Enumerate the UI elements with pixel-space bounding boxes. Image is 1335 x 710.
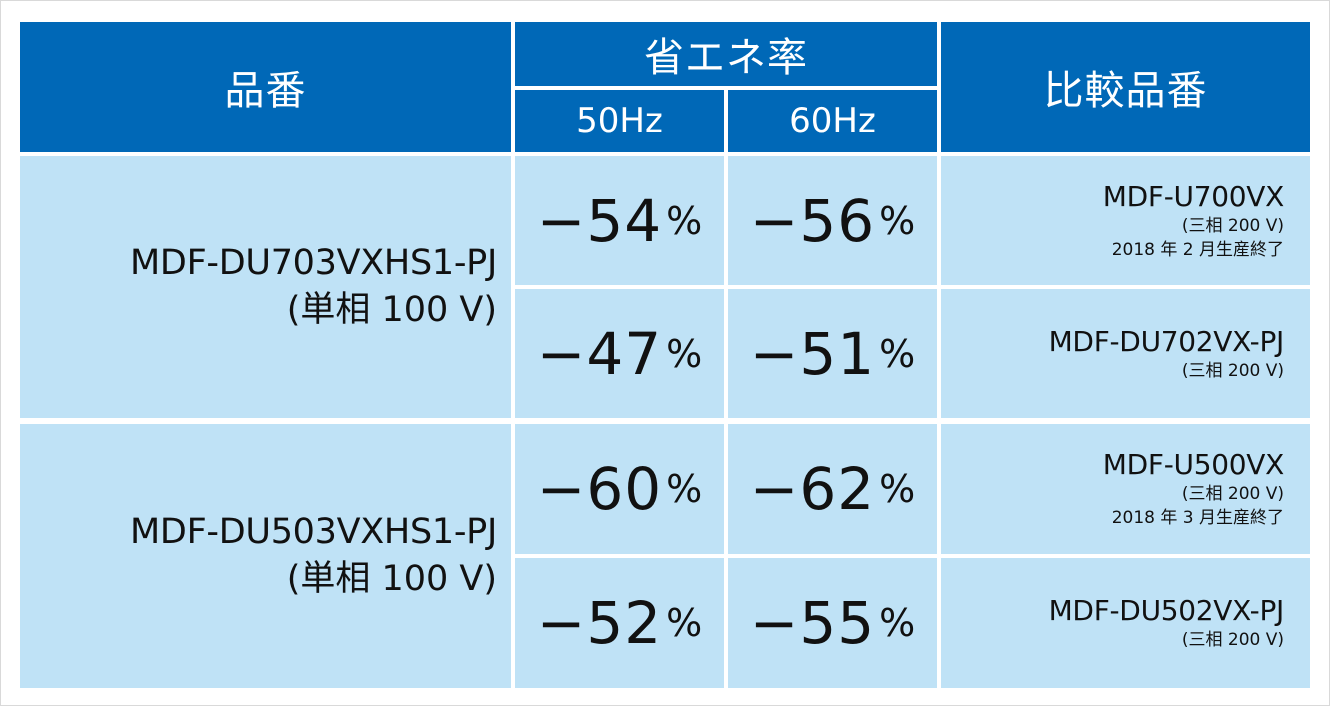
product-name: MDF-DU703VXHS1-PJ: [130, 243, 497, 283]
compare-cell: MDF-DU702VX-PJ (三相 200 V): [941, 289, 1310, 418]
compare-name: MDF-DU502VX-PJ: [1048, 594, 1285, 627]
rate-60hz-cell: −51%: [728, 289, 937, 418]
compare-name: MDF-U700VX: [1102, 179, 1285, 213]
rate-60hz-cell: −55%: [728, 558, 937, 688]
rate-unit: %: [666, 331, 703, 376]
header-50hz: 50Hz: [515, 90, 724, 152]
product-name: MDF-DU503VXHS1-PJ: [130, 512, 497, 552]
rate-value: −56: [749, 186, 876, 255]
rate-unit: %: [879, 467, 916, 511]
compare-note: 2018 年 2 月生産終了: [1111, 239, 1284, 260]
rate-unit: %: [666, 198, 703, 243]
rate-unit: %: [879, 331, 916, 376]
header-compare: 比較品番: [941, 22, 1310, 152]
header-saving-rate-label: 省エネ率: [644, 35, 808, 81]
rate-60hz-cell: −62%: [728, 424, 937, 554]
product-cell: MDF-DU703VXHS1-PJ (単相 100 V): [20, 156, 511, 418]
rate-60hz-cell: −56%: [728, 156, 937, 285]
compare-spec: (三相 200 V): [1181, 484, 1284, 504]
rate-value: −51: [749, 319, 876, 388]
product-cell: MDF-DU503VXHS1-PJ (単相 100 V): [20, 424, 511, 688]
rate-50hz-cell: −54%: [515, 156, 724, 285]
product-spec: (単相 100 V): [286, 559, 497, 599]
rate-50hz-cell: −47%: [515, 289, 724, 418]
rate-unit: %: [879, 601, 916, 645]
header-compare-label: 比較品番: [1043, 68, 1208, 114]
header-50hz-label: 50Hz: [576, 101, 663, 141]
header-60hz-label: 60Hz: [789, 101, 876, 141]
rate-unit: %: [666, 601, 703, 645]
header-60hz: 60Hz: [728, 90, 937, 152]
compare-cell: MDF-U500VX (三相 200 V) 2018 年 3 月生産終了: [941, 424, 1310, 554]
compare-cell: MDF-DU502VX-PJ (三相 200 V): [941, 558, 1310, 688]
rate-50hz-cell: −52%: [515, 558, 724, 688]
rate-50hz-cell: −60%: [515, 424, 724, 554]
rate-unit: %: [879, 198, 916, 243]
rate-value: −47: [536, 319, 663, 388]
product-spec: (単相 100 V): [286, 290, 497, 330]
rate-value: −54: [536, 186, 663, 255]
compare-note: 2018 年 3 月生産終了: [1111, 508, 1284, 528]
rate-value: −60: [536, 455, 663, 523]
header-product: 品番: [20, 22, 511, 152]
compare-name: MDF-U500VX: [1102, 448, 1285, 481]
compare-spec: (三相 200 V): [1181, 630, 1284, 650]
compare-spec: (三相 200 V): [1181, 360, 1284, 381]
rate-value: −55: [749, 589, 876, 657]
compare-name: MDF-DU702VX-PJ: [1048, 324, 1285, 358]
header-saving-rate: 省エネ率: [515, 22, 937, 86]
header-product-label: 品番: [224, 68, 307, 114]
rate-value: −52: [536, 589, 663, 657]
rate-unit: %: [666, 467, 703, 511]
rate-value: −62: [749, 455, 876, 523]
compare-cell: MDF-U700VX (三相 200 V) 2018 年 2 月生産終了: [941, 156, 1310, 285]
compare-spec: (三相 200 V): [1181, 215, 1284, 236]
